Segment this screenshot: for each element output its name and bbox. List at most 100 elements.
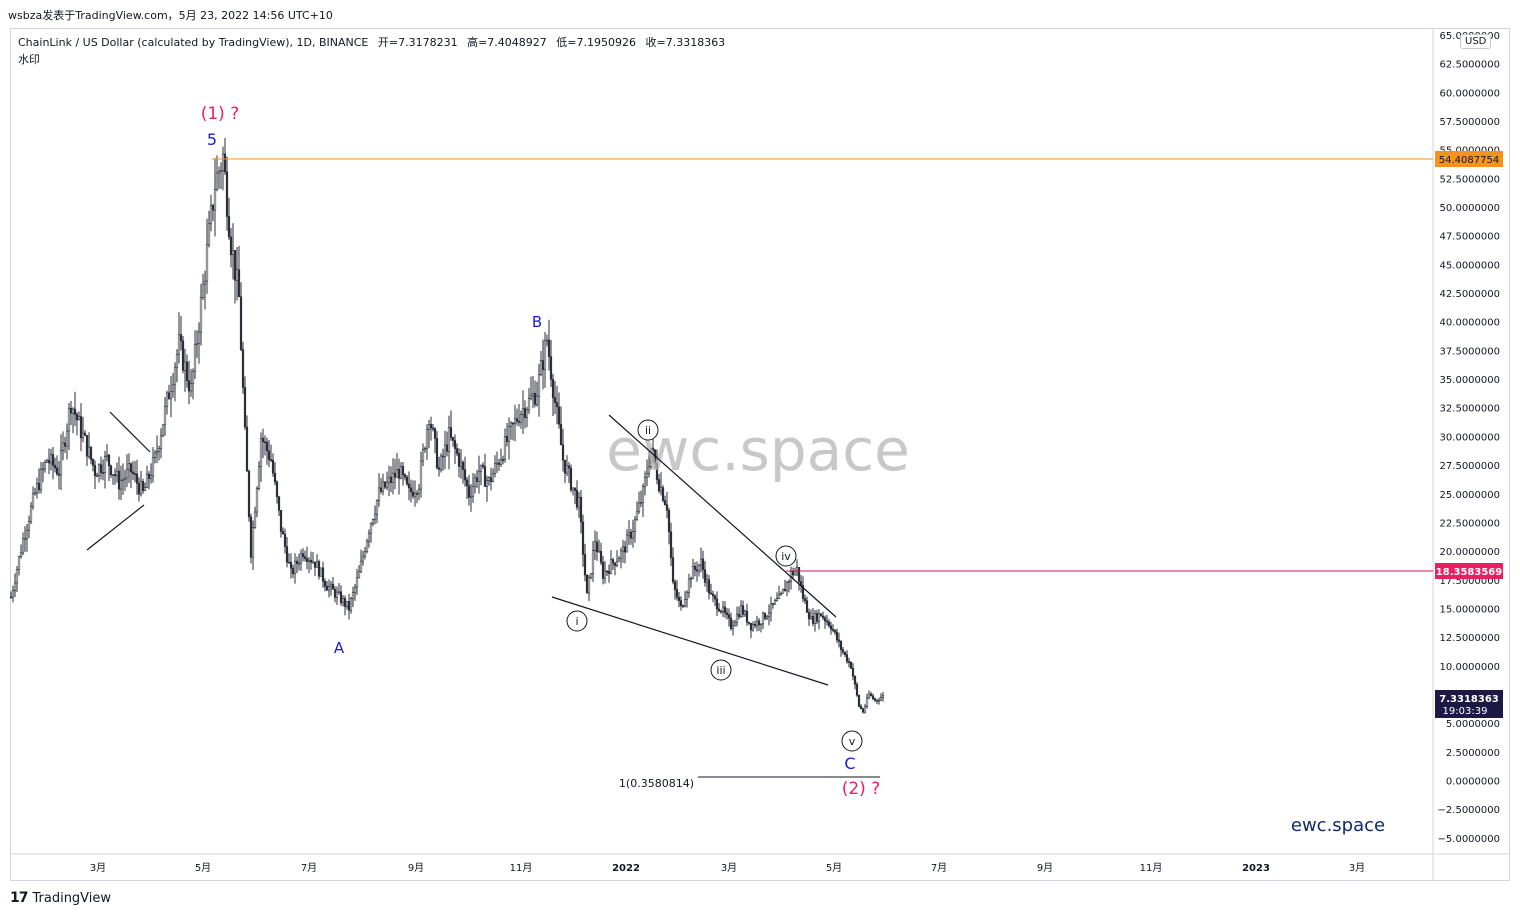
candle-body [485,480,489,487]
symbol-legend[interactable]: ChainLink / US Dollar (calculated by Tra… [18,34,731,50]
corner-brand: ewc.space [1291,815,1385,836]
candle-body [271,459,275,474]
symbol-description[interactable]: ChainLink / US Dollar (calculated by Tra… [18,36,369,49]
price-tick-label: 17.5000000 [1440,576,1500,587]
candle-body [179,334,183,342]
candle-body [81,432,85,439]
candle-body [671,557,675,582]
candle-body [599,550,603,563]
candle-body [237,269,241,298]
candle-body [243,387,247,428]
candle-body [489,477,493,482]
candle-body [137,482,141,495]
candle-body [21,538,25,554]
candle-body [683,599,687,607]
candle-body [523,408,527,418]
candle-body [441,455,445,458]
candle-body [803,598,807,601]
price-tag-iv[interactable]: 18.3583569 [1435,563,1503,579]
candle-body [567,465,571,469]
candle-body [209,205,213,225]
candle-body [849,661,853,669]
candle-body [267,450,271,460]
candle-body [557,406,561,425]
candle-body [437,467,441,470]
candle-body [667,510,671,533]
candle-body [273,472,277,483]
trendline-wedge-upper[interactable] [608,414,837,618]
candle-body [43,461,47,470]
trendline-wedge-lower[interactable] [551,596,829,686]
currency-badge[interactable]: USD [1460,34,1492,49]
candle-body [29,505,33,522]
candle-body [741,605,745,615]
candle-body [541,360,545,370]
candle-body [507,426,511,442]
candle-body [299,553,303,564]
candle-body [845,654,849,662]
candle-body [571,487,575,491]
candle-body [93,464,97,477]
candle-body [641,486,645,503]
candle-body [837,639,841,642]
price-tag-top[interactable]: 54.4087754 [1435,151,1503,167]
candle-body [375,500,379,515]
candle-body [141,481,145,492]
candle-body [543,340,547,370]
trendline-left-lower[interactable] [86,504,145,551]
candle-body [53,464,57,469]
last-price-tag[interactable]: 7.3318363 19:03:39 [1435,690,1503,718]
candle-body [819,613,823,617]
footer-brand[interactable]: 17 TradingView [10,890,111,906]
candle-body [707,579,711,594]
candle-body [135,473,139,484]
candle-body [689,578,693,580]
candle-body [729,617,733,629]
candle-body [145,473,149,488]
candle-body [785,581,789,592]
price-tick-label: 25.0000000 [1440,490,1500,501]
candle-body [763,612,767,619]
candle-body [655,463,659,480]
candle-body [95,475,99,477]
candle-body [221,153,225,171]
trendline-left-upper[interactable] [109,411,151,453]
candle-body [511,422,515,425]
candle-body [315,561,319,568]
candle-body [323,580,327,587]
candle-body [417,488,421,494]
candle-body [327,586,331,591]
subwave-i: i [566,610,588,632]
candle-body [75,414,79,421]
candle-body [393,472,397,478]
subwave-i-label: i [575,615,578,628]
candle-body [363,551,367,557]
candle-body [67,407,71,432]
candle-body [829,625,833,630]
candle-body [23,538,27,540]
candle-body [149,475,153,479]
candle-body [581,521,585,555]
candle-body [631,531,635,539]
candle-body [251,527,255,558]
candle-body [633,518,637,533]
candle-body [255,488,259,513]
time-axis[interactable]: 3月 5月 7月 9月 11月 2022 3月 5月 7月 9月 11月 2023 3月 [90,862,1365,874]
candle-body [625,534,629,553]
candle-body [843,651,847,655]
candle-body [499,459,503,465]
candle-body [687,578,691,593]
candle-body [451,437,455,441]
candle-body [601,562,605,579]
candle-body [621,546,625,552]
candle-body [861,708,865,713]
candle-body [233,250,237,281]
candle-body [615,561,619,566]
candle-body [453,440,457,449]
candle-body [55,467,59,475]
candle-body [647,466,651,474]
fib-level-label: 1(0.3580814) [619,777,694,790]
price-tick-label: 42.5000000 [1440,289,1500,300]
candle-body [19,552,23,557]
